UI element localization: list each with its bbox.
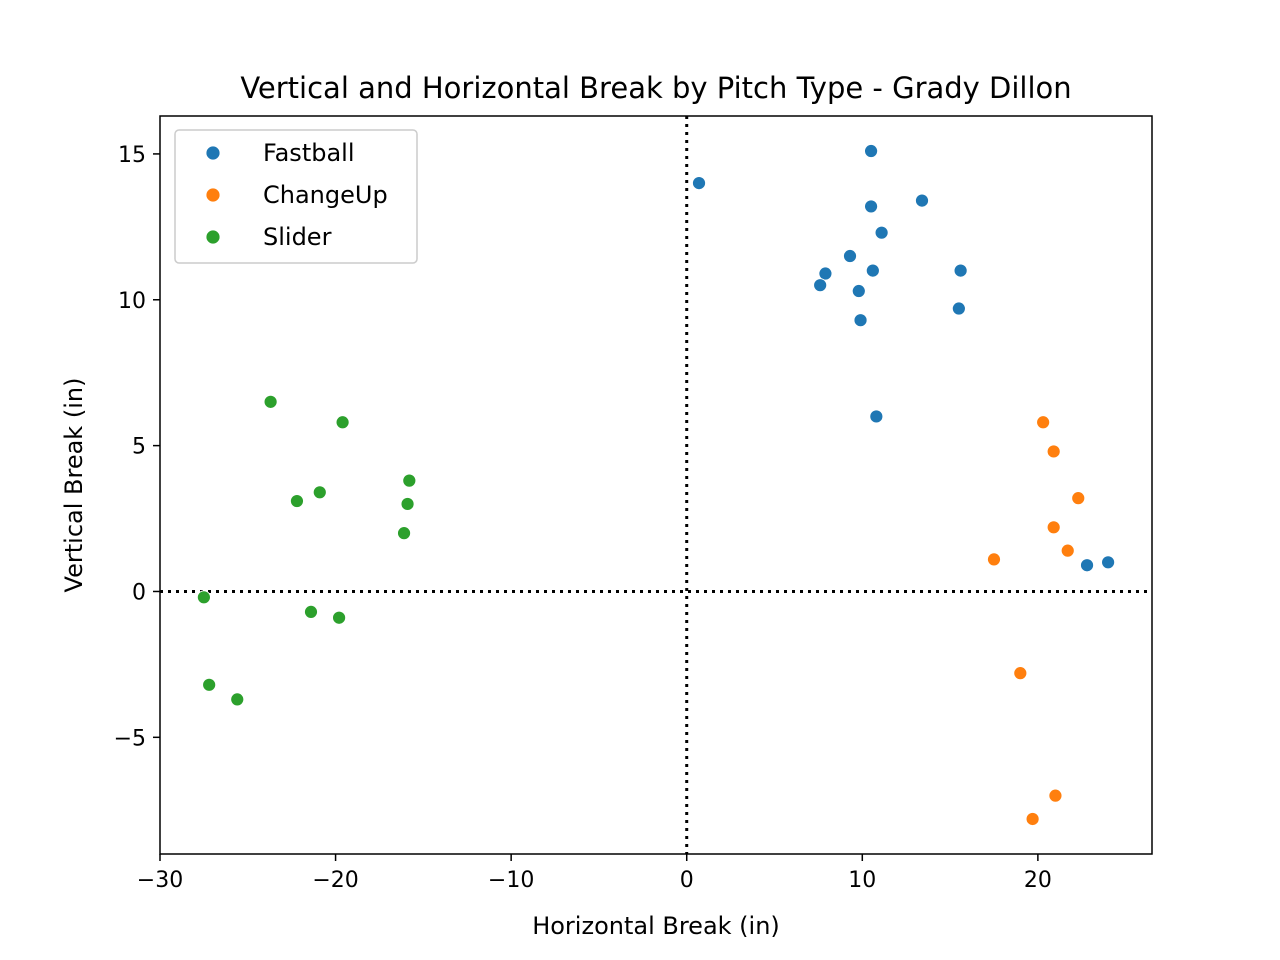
data-point-changeup xyxy=(1025,812,1040,826)
y-tick-label: 15 xyxy=(118,143,146,168)
legend-marker-fastball xyxy=(205,145,221,161)
data-point-changeup xyxy=(1013,666,1028,681)
data-point-slider xyxy=(290,494,304,508)
data-point-slider xyxy=(202,677,217,692)
legend: Fastball ChangeUp Slider xyxy=(174,129,418,264)
data-point-fastball xyxy=(843,249,857,263)
legend-label-slider: Slider xyxy=(263,223,332,251)
x-tick-label: 0 xyxy=(680,868,694,893)
data-point-slider xyxy=(304,604,318,619)
data-point-fastball xyxy=(951,301,966,316)
legend-marker-changeup xyxy=(205,187,221,203)
x-tick-label: −10 xyxy=(488,868,534,893)
y-tick-label: 0 xyxy=(132,580,146,605)
data-point-fastball xyxy=(1080,558,1094,573)
data-point-changeup xyxy=(1046,520,1061,535)
data-point-slider xyxy=(230,692,245,707)
legend-marker-slider xyxy=(205,229,221,245)
data-point-slider xyxy=(402,473,417,488)
data-point-fastball xyxy=(851,284,866,298)
x-tick-label: −20 xyxy=(312,868,358,893)
chart-title: Vertical and Horizontal Break by Pitch T… xyxy=(240,71,1071,105)
x-tick-label: 20 xyxy=(1024,868,1052,893)
plot-frame xyxy=(159,115,1153,855)
x-tick-label: 10 xyxy=(848,868,876,893)
y-axis-label: Vertical Break (in) xyxy=(60,378,88,593)
data-point-fastball xyxy=(865,263,880,278)
data-point-slider xyxy=(400,497,415,511)
y-tick-label: 5 xyxy=(132,435,146,460)
data-point-slider xyxy=(335,415,350,430)
data-point-slider xyxy=(196,590,211,605)
data-point-fastball xyxy=(818,266,833,281)
data-point-changeup xyxy=(1046,444,1061,459)
data-point-fastball xyxy=(915,193,929,208)
data-point-changeup xyxy=(1036,415,1051,430)
data-point-fastball xyxy=(813,278,828,293)
data-point-fastball xyxy=(864,199,878,214)
data-point-fastball xyxy=(1101,555,1116,570)
plot-area: −30 −20 −10 0 10 20 −5 0 5 10 15 xyxy=(114,115,1153,893)
data-point-slider xyxy=(263,394,278,409)
data-point-fastball xyxy=(864,144,878,158)
data-point-slider xyxy=(397,526,411,541)
data-point-fastball xyxy=(874,225,889,240)
data-point-fastball xyxy=(692,176,706,190)
y-tick-label: 10 xyxy=(118,289,146,314)
data-point-fastball xyxy=(853,313,868,328)
y-tick-label: −5 xyxy=(114,726,146,751)
x-tick-label: −30 xyxy=(137,868,183,893)
legend-label-fastball: Fastball xyxy=(263,139,355,167)
legend-box xyxy=(174,129,418,264)
data-point-fastball xyxy=(953,263,968,278)
data-point-slider xyxy=(312,485,327,500)
data-point-changeup xyxy=(1048,788,1063,803)
data-point-changeup xyxy=(987,552,1001,567)
data-point-changeup xyxy=(1060,543,1075,558)
legend-label-changeup: ChangeUp xyxy=(263,181,388,209)
data-point-changeup xyxy=(1071,491,1086,506)
data-point-fastball xyxy=(869,409,884,424)
data-point-slider xyxy=(332,610,346,625)
x-axis-label: Horizontal Break (in) xyxy=(532,912,780,940)
